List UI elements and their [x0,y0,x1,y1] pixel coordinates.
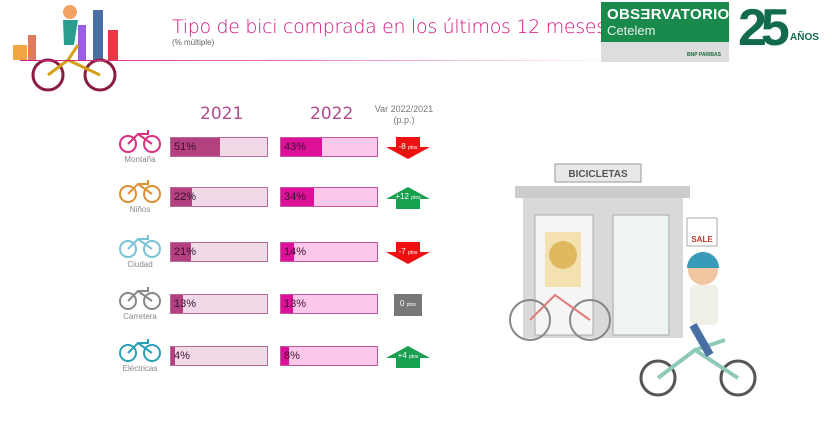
bar-fill [281,138,323,156]
ninos-bike-icon [119,180,161,203]
bar-2021-ciudad: 21% [170,242,268,262]
bar-2022-montana: 43% [280,137,378,157]
variation-unit: ptos [408,354,419,360]
category-label: Eléctricas [122,364,158,373]
value-label: 43% [284,141,307,153]
bar-fill [171,243,192,261]
carretera-bike-icon [119,287,161,310]
variation-value: +12 [395,192,409,201]
bar-fill [281,295,294,313]
header-2021: 2021 [200,104,244,124]
bar-fill [171,138,220,156]
bnp-paribas-logo: BNP PARIBAS [687,52,721,58]
category-label: Ciudad [127,260,153,269]
header-2022: 2022 [310,104,354,124]
variation-unit: ptos [407,145,418,151]
value-label: 51% [174,141,197,153]
sale-sign: SALE [691,235,713,244]
variation-label: -8 ptos [386,142,430,151]
value-label: 8% [284,350,300,362]
variation-unit: ptos [407,250,418,256]
variation-up-icon: +12 ptos [386,187,430,209]
value-label: 22% [174,191,197,203]
anniversary-label: AÑOS [790,32,819,43]
bar-2021-montana: 51% [170,137,268,157]
bar-fill [171,295,184,313]
logo-line2: Cetelem [607,23,656,38]
anniversary-number: 25 [738,0,790,57]
header-divider [20,60,620,61]
variation-label: -7 ptos [386,247,430,256]
value-label: 21% [174,246,197,258]
cyclist-city-illustration [13,5,118,92]
logo-line1: OBSƎRVATORIO [607,6,730,23]
bar-2022-carretera: 13% [280,294,378,314]
bar-2022-electricas: 8% [280,346,378,366]
montana-bike-icon [119,130,161,153]
bar-2022-ciudad: 14% [280,242,378,262]
value-label: 13% [174,298,197,310]
chart-title: Tipo de bici comprada en los últimos 12 … [172,16,606,38]
variation-label: 0 ptos [386,299,430,308]
variation-down-icon: -7 ptos [386,242,430,264]
variation-label: +4 ptos [386,351,430,360]
observatorio-cetelem-logo: OBSƎRVATORIO Cetelem BNP PARIBAS [601,2,729,62]
electricas-bike-icon [119,339,161,362]
variation-up-icon: +4 ptos [386,346,430,368]
anniversary-logo: 25 AÑOS [738,0,823,60]
bar-2022-ninos: 34% [280,187,378,207]
variation-down-icon: -8 ptos [386,137,430,159]
category-label: Montaña [124,155,156,164]
variation-label: +12 ptos [386,192,430,201]
value-label: 14% [284,246,307,258]
variation-value: 0 [399,299,405,308]
variation-header-line1: Var 2022/2021 [374,104,434,114]
value-label: 4% [174,350,190,362]
bike-shop-illustration: BICICLETAS SALE [509,163,757,397]
category-label: Carretera [123,312,157,321]
chart-subtitle: (% múltiple) [172,38,215,47]
ciudad-bike-icon [119,235,161,258]
bar-fill [171,188,193,206]
value-label: 34% [284,191,307,203]
shop-sign: BICICLETAS [568,169,628,180]
value-label: 13% [284,298,307,310]
bar-2021-electricas: 4% [170,346,268,366]
bar-fill [281,347,289,365]
bar-fill [171,347,175,365]
variation-value: -8 [398,142,406,151]
variation-neutral-icon: 0 ptos [386,294,430,316]
bar-fill [281,243,295,261]
category-label: Niños [129,205,151,214]
variation-header: Var 2022/2021 (p.p.) [368,104,440,126]
bar-fill [281,188,314,206]
variation-value: -7 [398,247,406,256]
variation-unit: ptos [406,302,417,308]
variation-header-line2: (p.p.) [393,115,415,125]
variation-unit: ptos [411,195,421,201]
bar-2021-carretera: 13% [170,294,268,314]
bar-2021-ninos: 22% [170,187,268,207]
variation-value: +4 [397,351,407,360]
